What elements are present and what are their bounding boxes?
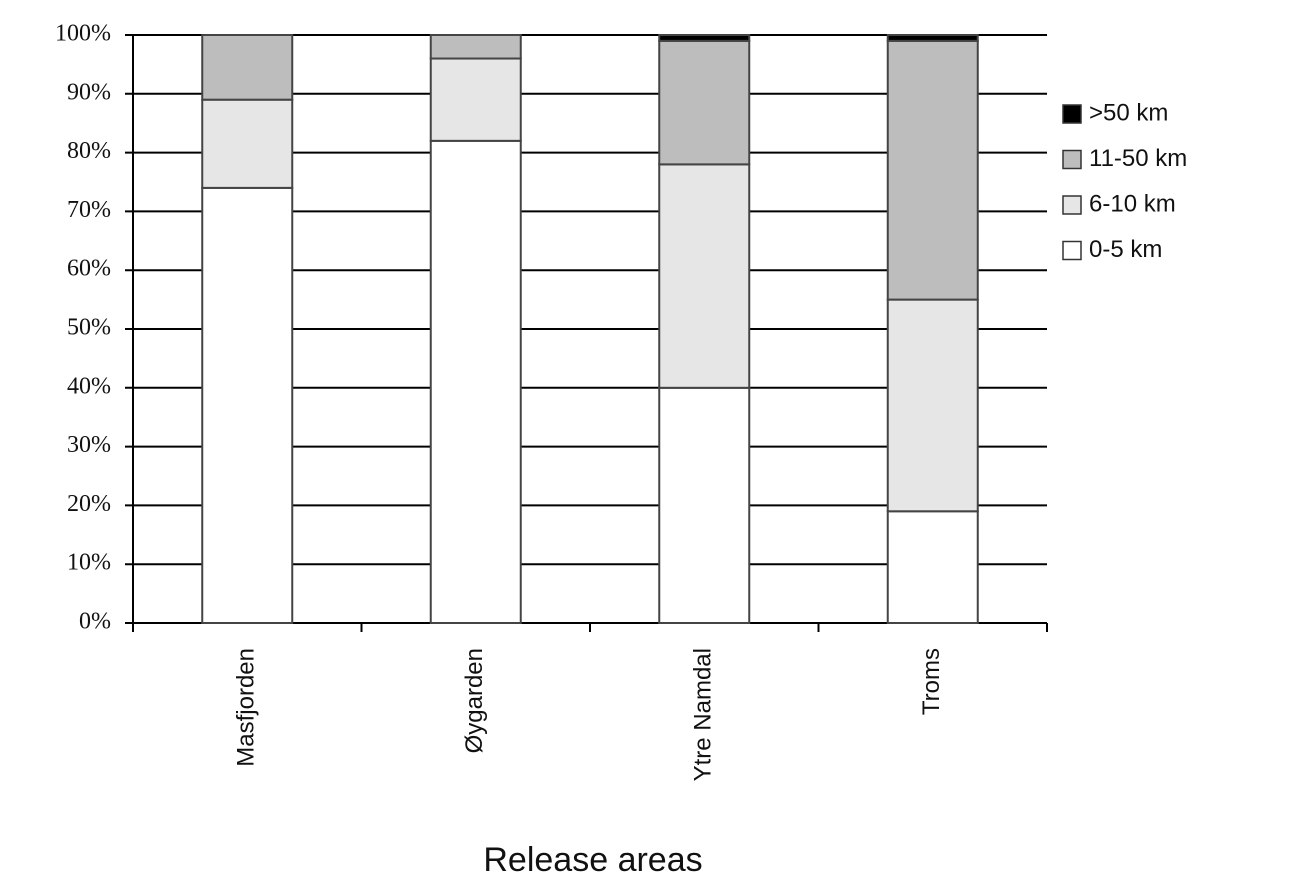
x-tick-label: Ytre Namdal (690, 648, 717, 781)
bar-segment (201, 186, 294, 624)
y-tick-label: 70% (67, 197, 111, 223)
y-tick-label: 90% (67, 79, 111, 105)
bar-segment (886, 298, 979, 513)
bar-segment (429, 139, 522, 624)
bar-segment (658, 163, 751, 389)
bar-segment (658, 386, 751, 624)
legend-swatch (1062, 104, 1082, 124)
x-axis-title: Release areas (483, 841, 702, 879)
bar-segment (886, 34, 979, 42)
legend-swatch (1062, 240, 1082, 261)
x-tick-label: Troms (918, 648, 945, 715)
bar-segment (429, 57, 522, 142)
y-tick-label: 0% (79, 609, 111, 635)
legend-label: 6-10 km (1089, 190, 1176, 217)
y-tick-label: 80% (67, 138, 111, 164)
y-tick-label: 50% (67, 315, 111, 341)
bar-segment (658, 34, 751, 42)
bar-segment (429, 34, 522, 60)
y-tick-label: 20% (67, 491, 111, 517)
legend-swatch (1062, 149, 1082, 170)
y-tick-label: 60% (67, 256, 111, 282)
legend-label: 11-50 km (1089, 145, 1187, 172)
bar-segment (201, 98, 294, 189)
y-tick-label: 30% (67, 432, 111, 458)
y-tick-label: 40% (67, 373, 111, 399)
x-tick-label: Masfjorden (233, 648, 260, 767)
legend-swatch (1062, 195, 1082, 215)
bar-segment (201, 34, 294, 101)
bar-segment (658, 39, 751, 166)
y-tick-label: 10% (67, 550, 111, 576)
bar-segment (886, 39, 979, 301)
legend-label: 0-5 km (1089, 236, 1162, 263)
y-tick-label: 100% (55, 21, 111, 47)
x-tick-label: Øygarden (461, 648, 488, 753)
bar-segment (886, 510, 979, 624)
legend-label: >50 km (1089, 99, 1168, 126)
